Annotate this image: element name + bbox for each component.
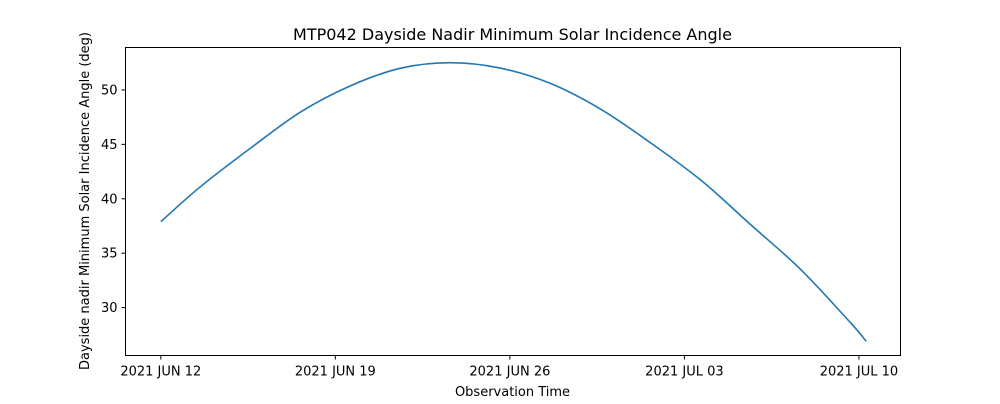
y-tick-label: 35 — [101, 247, 118, 262]
x-tick-label: 2021 JUL 10 — [820, 365, 898, 380]
x-tick-label: 2021 JUL 03 — [645, 365, 723, 380]
y-tick-label: 50 — [101, 83, 118, 98]
y-tick-label: 30 — [101, 301, 118, 316]
y-tick-label: 45 — [101, 138, 118, 153]
y-axis-label: Dayside nadir Minimum Solar Incidence An… — [78, 32, 93, 370]
y-tick-label: 40 — [101, 192, 118, 207]
plot-area — [126, 48, 901, 356]
x-tick-label: 2021 JUN 12 — [120, 365, 201, 380]
x-axis-label: Observation Time — [455, 385, 570, 400]
x-tick-label: 2021 JUN 26 — [469, 365, 550, 380]
x-tick-label: 2021 JUN 19 — [295, 365, 376, 380]
chart-title: MTP042 Dayside Nadir Minimum Solar Incid… — [293, 25, 732, 44]
